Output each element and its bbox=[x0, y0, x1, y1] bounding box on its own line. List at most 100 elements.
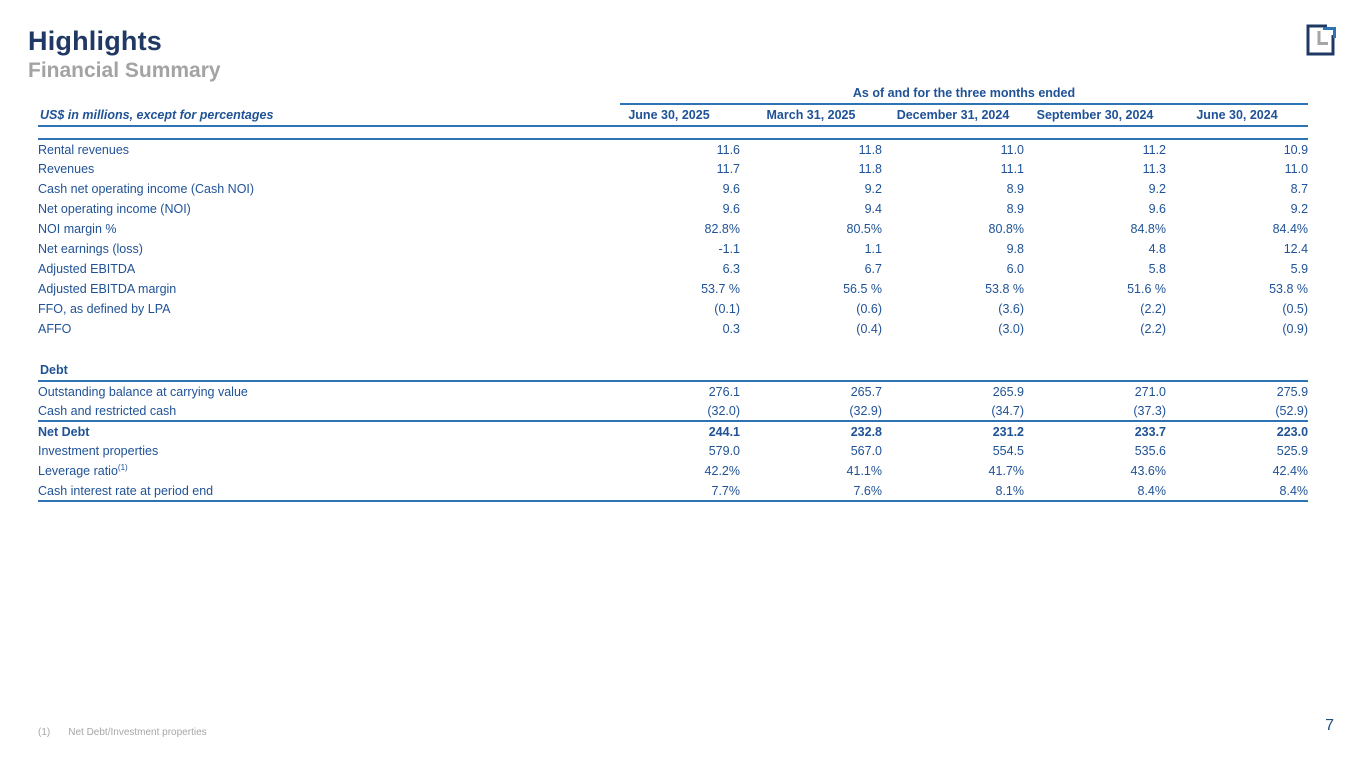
table-cell: (0.6) bbox=[856, 302, 882, 316]
table-row: FFO, as defined by LPA (0.1) (0.6) (3.6) (2.… bbox=[38, 299, 1308, 319]
table-cell: 525.9 bbox=[1276, 444, 1309, 458]
table-cell: (34.7) bbox=[991, 403, 1024, 418]
row-label: Revenues bbox=[38, 162, 95, 176]
table-cell: 554.5 bbox=[992, 444, 1024, 458]
row-label: Adjusted EBITDA margin bbox=[38, 282, 177, 296]
table-cell: 232.8 bbox=[740, 420, 882, 441]
table-cell: 8.9 bbox=[1006, 202, 1024, 216]
table-cell: 9.2 bbox=[1148, 182, 1166, 196]
group-header-row: As of and for the three months ended bbox=[38, 86, 1309, 105]
table-cell: (37.3) bbox=[1133, 403, 1166, 418]
page-number: 7 bbox=[1325, 717, 1334, 734]
table-cell: 265.7 bbox=[850, 384, 882, 399]
table-row: Revenues 11.7 11.8 11.1 11.3 11.0 bbox=[38, 159, 1308, 179]
table-cell: 84.4% bbox=[1272, 222, 1309, 236]
table-cell: 11.2 bbox=[1142, 142, 1166, 157]
row-label: FFO, as defined by LPA bbox=[38, 302, 171, 316]
row-label: Leverage ratio(1) bbox=[38, 462, 128, 478]
table-cell: 56.5 % bbox=[843, 282, 882, 296]
table-cell: 6.7 bbox=[864, 262, 882, 276]
table-cell: 82.8% bbox=[704, 222, 740, 236]
table-row: Net operating income (NOI) 9.6 9.4 8.9 9.6 9.… bbox=[38, 199, 1308, 219]
table-cell: 11.0 bbox=[1284, 162, 1309, 176]
table-cell: 9.8 bbox=[1006, 242, 1024, 256]
table-cell: 9.6 bbox=[722, 182, 740, 196]
row-label: Outstanding balance at carrying value bbox=[38, 384, 248, 399]
table-cell: 42.4% bbox=[1272, 464, 1309, 478]
column-header: December 31, 2024 bbox=[882, 105, 1024, 127]
debt-section-header-row: Debt bbox=[38, 359, 1309, 382]
table-cell: 53.7 % bbox=[701, 282, 740, 296]
table-row: Cash interest rate at period end 7.7% 7.6%… bbox=[38, 481, 1309, 502]
table-row: Investment properties 579.0 567.0 554.5 535.… bbox=[38, 441, 1308, 461]
table-cell: 8.7 bbox=[1290, 182, 1309, 196]
table-cell: 11.7 bbox=[716, 162, 740, 176]
table-cell: 231.2 bbox=[882, 420, 1024, 441]
footnote-marker: (1) bbox=[38, 727, 51, 738]
table-cell: 4.8 bbox=[1148, 242, 1166, 256]
company-logo-icon bbox=[1301, 21, 1339, 59]
table-row: Adjusted EBITDA margin 53.7 % 56.5 % 53.8 %… bbox=[38, 279, 1308, 299]
row-label: Cash net operating income (Cash NOI) bbox=[38, 182, 255, 196]
table-row: Cash net operating income (Cash NOI) 9.6 9… bbox=[38, 179, 1308, 199]
row-label: Net operating income (NOI) bbox=[38, 202, 191, 216]
table-cell: 276.1 bbox=[708, 384, 740, 399]
table-cell: 12.4 bbox=[1283, 242, 1309, 256]
table-cell: -1.1 bbox=[718, 242, 740, 256]
table-row: Net Debt 244.1 232.8 231.2 233.7 223.0 bbox=[38, 420, 1309, 441]
table-cell: 11.6 bbox=[716, 142, 740, 157]
table-cell: 535.6 bbox=[1134, 444, 1166, 458]
table-row: Cash and restricted cash (32.0) (32.9) (34.… bbox=[38, 401, 1308, 421]
table-cell: 271.0 bbox=[1134, 384, 1166, 399]
table-head: As of and for the three months ended US$… bbox=[38, 86, 1309, 140]
table-cell: 42.2% bbox=[704, 464, 740, 478]
page-subtitle: Financial Summary bbox=[28, 59, 221, 82]
column-header: June 30, 2024 bbox=[1166, 105, 1309, 127]
table-cell: 80.5% bbox=[846, 222, 882, 236]
table-cell: 11.0 bbox=[1000, 142, 1024, 157]
table-cell: 567.0 bbox=[850, 444, 882, 458]
debt-metrics-body: Outstanding balance at carrying value 276… bbox=[38, 381, 1309, 502]
debt-section-header-filler bbox=[598, 359, 1309, 382]
table-cell: 7.6% bbox=[740, 481, 882, 502]
table-cell: (0.9) bbox=[1282, 322, 1309, 336]
table-cell: (3.0) bbox=[998, 322, 1024, 336]
table-cell: (2.2) bbox=[1140, 302, 1166, 316]
table-cell: 11.8 bbox=[858, 162, 882, 176]
group-header-cell: As of and for the three months ended bbox=[598, 86, 1309, 105]
table-cell: 41.1% bbox=[846, 464, 882, 478]
table-cell: (0.1) bbox=[714, 302, 740, 316]
table-cell: 244.1 bbox=[598, 420, 740, 441]
table-cell: (52.9) bbox=[1275, 403, 1309, 418]
table-cell: 10.9 bbox=[1283, 142, 1309, 157]
table-cell: 9.4 bbox=[864, 202, 882, 216]
group-header-spacer bbox=[38, 86, 598, 105]
table-cell: 8.1% bbox=[882, 481, 1024, 502]
row-label: Net Debt bbox=[38, 420, 598, 441]
column-header-row: US$ in millions, except for percentages … bbox=[38, 105, 1309, 127]
row-label: AFFO bbox=[38, 322, 72, 336]
table-cell: 41.7% bbox=[988, 464, 1024, 478]
row-label: Adjusted EBITDA bbox=[38, 262, 136, 276]
table-cell: 579.0 bbox=[708, 444, 740, 458]
table-row: AFFO 0.3 (0.4) (3.0) (2.2) (0.9) bbox=[38, 319, 1308, 339]
row-label: Net earnings (loss) bbox=[38, 242, 143, 256]
main-metrics-body: Rental revenues 11.6 11.8 11.0 11.2 10.9 Reven… bbox=[38, 139, 1308, 339]
row-label: Cash interest rate at period end bbox=[38, 481, 598, 502]
row-label: Cash and restricted cash bbox=[38, 403, 177, 418]
page-title: Highlights bbox=[28, 26, 162, 56]
row-label: NOI margin % bbox=[38, 222, 117, 236]
table-cell: 43.6% bbox=[1130, 464, 1166, 478]
table-cell: (3.6) bbox=[998, 302, 1024, 316]
table-cell: 5.9 bbox=[1290, 262, 1309, 276]
table-cell: 51.6 % bbox=[1127, 282, 1166, 296]
table-cell: 84.8% bbox=[1130, 222, 1166, 236]
table-cell: 9.2 bbox=[1290, 202, 1309, 216]
table-cell: 11.8 bbox=[858, 142, 882, 157]
table-cell: 265.9 bbox=[992, 384, 1024, 399]
table-cell: 8.4% bbox=[1166, 481, 1309, 502]
table-cell: 53.8 % bbox=[1269, 282, 1309, 296]
table-cell: 1.1 bbox=[864, 242, 882, 256]
table-cell: 8.9 bbox=[1006, 182, 1024, 196]
table-cell: 80.8% bbox=[988, 222, 1024, 236]
